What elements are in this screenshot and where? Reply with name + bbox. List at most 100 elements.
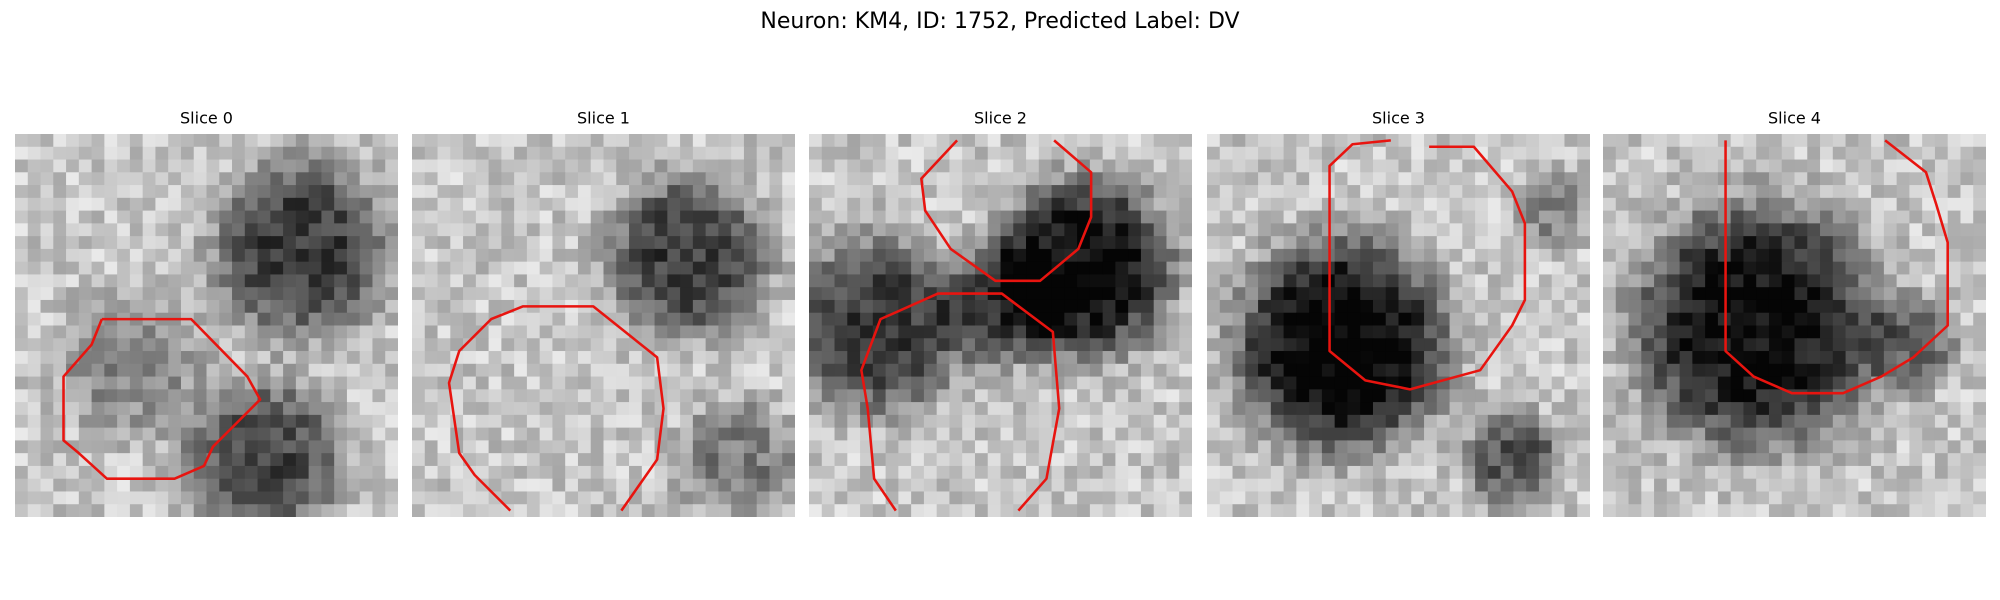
pixel: [1820, 185, 1834, 199]
pixel: [66, 287, 80, 301]
pixel: [308, 159, 322, 173]
pixel: [1245, 274, 1259, 288]
pixel: [641, 389, 656, 403]
pixel: [15, 312, 29, 327]
pixel: [1436, 402, 1451, 416]
pixel: [1128, 414, 1142, 429]
pixel: [1462, 440, 1476, 454]
pixel: [463, 248, 477, 263]
pixel: [1449, 504, 1463, 517]
pixel: [565, 427, 579, 441]
pixel: [1013, 185, 1027, 199]
pixel: [1807, 312, 1821, 327]
pixel: [1615, 465, 1630, 480]
pixel: [1538, 504, 1553, 517]
pixel: [193, 338, 208, 352]
pixel: [1283, 312, 1297, 327]
pixel: [1013, 248, 1027, 263]
pixel: [1385, 427, 1400, 441]
pixel: [692, 440, 707, 454]
pixel: [1232, 172, 1246, 186]
pixel: [821, 440, 836, 454]
pixel: [1128, 197, 1142, 212]
pixel: [1692, 185, 1706, 199]
pixel: [949, 465, 963, 480]
pixel: [1283, 478, 1297, 492]
pixel: [1807, 491, 1821, 505]
pixel: [142, 197, 156, 212]
pixel: [1462, 389, 1476, 403]
pixel: [756, 172, 770, 186]
pixel: [1232, 402, 1246, 416]
pixel: [1947, 389, 1961, 403]
pixel: [1871, 504, 1885, 517]
pixel: [756, 299, 770, 314]
pixel: [1603, 453, 1617, 467]
pixel: [1883, 491, 1898, 505]
pixel: [1871, 453, 1885, 467]
pixel: [1424, 287, 1438, 301]
pixel: [1077, 504, 1091, 517]
pixel: [78, 465, 93, 480]
pixel: [1922, 351, 1936, 365]
pixel: [1641, 146, 1655, 161]
pixel: [270, 172, 284, 186]
pixel: [1051, 248, 1065, 263]
pixel: [1934, 274, 1949, 288]
pixel: [1551, 159, 1565, 173]
pixel: [1832, 146, 1847, 161]
pixel: [552, 440, 566, 454]
pixel: [437, 491, 451, 505]
pixel: [1922, 248, 1936, 263]
pixel: [244, 389, 259, 403]
pixel: [244, 134, 259, 148]
pixel: [1781, 197, 1796, 212]
pixel: [1334, 440, 1348, 454]
pixel: [1360, 440, 1374, 454]
pixel: [1385, 299, 1400, 314]
pixel: [1436, 453, 1451, 467]
pixel: [1179, 274, 1192, 288]
pixel: [705, 465, 719, 480]
pixel: [1756, 274, 1770, 288]
pixel: [809, 172, 823, 186]
pixel: [1871, 210, 1885, 224]
pixel: [308, 274, 322, 288]
pixel: [1820, 236, 1834, 250]
pixel: [898, 236, 912, 250]
pixel: [1296, 223, 1310, 237]
pixel: [463, 363, 477, 378]
pixel: [680, 159, 694, 173]
pixel: [1909, 478, 1923, 492]
pixel: [1807, 159, 1821, 173]
pixel: [667, 363, 681, 378]
pixel: [1462, 376, 1476, 390]
pixel: [616, 210, 630, 224]
pixel: [270, 402, 284, 416]
pixel: [257, 491, 271, 505]
pixel: [1013, 210, 1027, 224]
pixel: [962, 453, 976, 467]
pixel: [1232, 414, 1246, 429]
pixel: [616, 402, 630, 416]
pixel: [1179, 248, 1192, 263]
pixel: [91, 287, 105, 301]
pixel: [1334, 363, 1348, 378]
pixel: [1372, 185, 1387, 199]
pixel: [1398, 299, 1412, 314]
pixel: [1207, 274, 1221, 288]
pixel: [1615, 159, 1630, 173]
pixel: [1309, 236, 1323, 250]
pixel: [1334, 248, 1348, 263]
pixel: [565, 453, 579, 467]
pixel: [117, 351, 131, 365]
pixel: [949, 248, 963, 263]
pixel: [1140, 478, 1155, 492]
pixel: [1347, 299, 1361, 314]
pixel: [1628, 261, 1642, 275]
pixel: [718, 312, 732, 327]
pixel: [501, 402, 515, 416]
pixel: [1179, 440, 1192, 454]
pixel: [1089, 299, 1104, 314]
pixel: [15, 185, 29, 199]
